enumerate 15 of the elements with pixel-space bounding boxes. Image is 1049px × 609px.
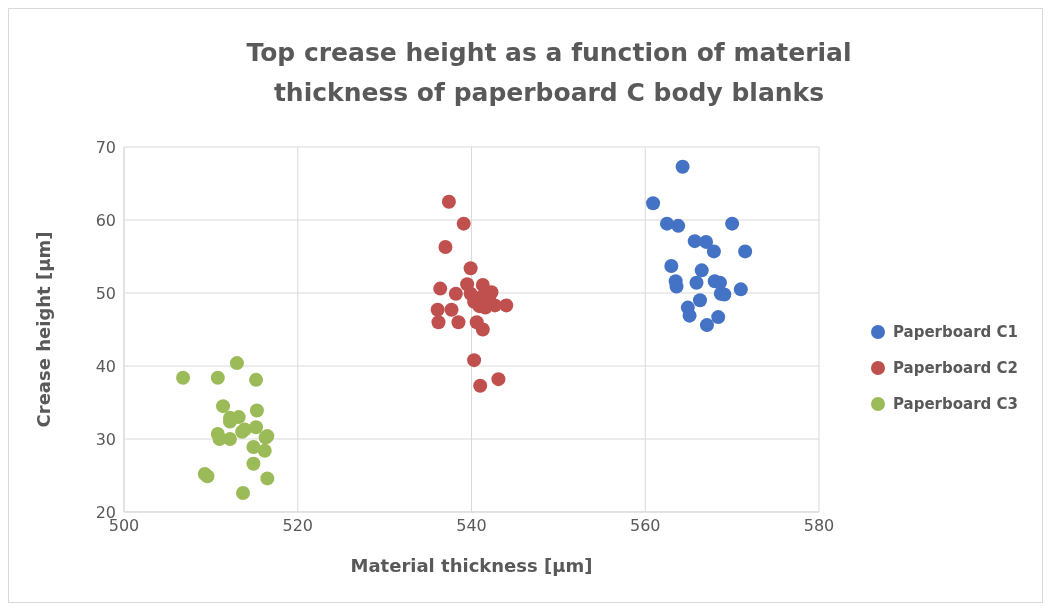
y-tick-label: 50	[95, 283, 116, 303]
chart-title: Top crease height as a function of material thickness of paperboard C body blanks	[245, 37, 853, 109]
y-tick-label: 60	[95, 210, 116, 230]
x-tick-label: 540	[456, 516, 487, 536]
x-tick-label: 560	[629, 516, 661, 536]
x-tick-label: 580	[803, 516, 835, 536]
x-tick-label: 520	[282, 516, 314, 536]
x-axis-title: Material thickness [µm]	[350, 555, 593, 576]
y-tick-label: 40	[95, 356, 116, 376]
y-tick-label: 70	[95, 137, 116, 157]
legend-label: Paperboard C3	[893, 395, 1018, 413]
y-axis-title: Crease height [µm]	[33, 231, 55, 428]
y-tick-label: 30	[95, 429, 116, 449]
legend-label: Paperboard C2	[893, 359, 1018, 377]
legend-label: Paperboard C1	[893, 323, 1018, 341]
